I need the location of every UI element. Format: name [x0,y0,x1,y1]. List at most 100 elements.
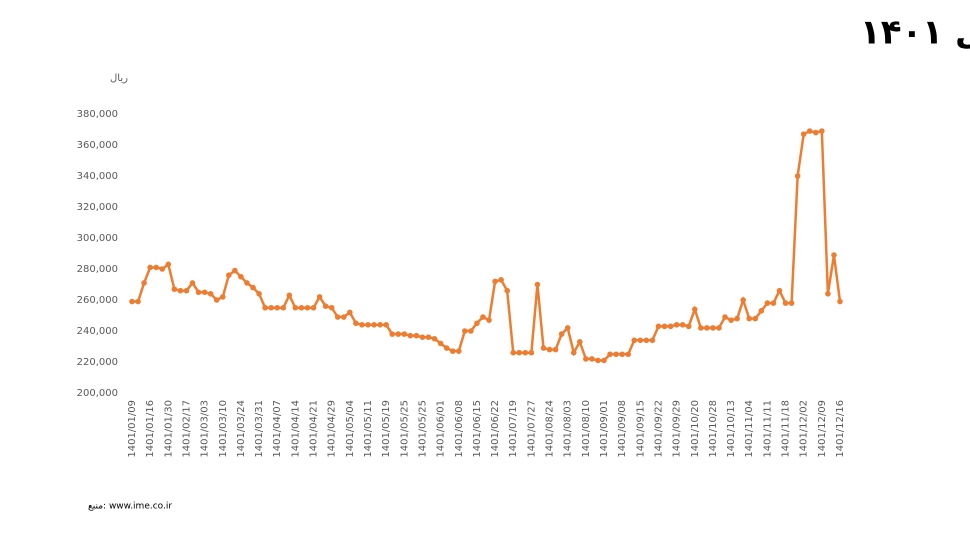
x-tick-label: 1401/09/29 [672,400,683,458]
point [395,331,402,337]
point [425,334,432,341]
point [256,291,262,297]
point [770,300,777,306]
line [132,129,842,362]
point [728,317,734,323]
point [141,280,147,286]
point [607,351,613,358]
x-tick-label: 1401/04/07 [272,400,283,458]
point [601,357,607,364]
point [195,289,202,296]
x-tick-label: 1401/08/24 [545,400,556,458]
point [419,334,426,341]
point [353,320,359,327]
point [377,322,383,328]
point [474,320,480,327]
point [492,278,498,285]
point [183,287,190,294]
y-tick-label: 320,000 [77,202,118,213]
point [316,294,323,300]
point [280,304,287,311]
point [201,289,208,296]
point [546,346,553,353]
point [189,280,196,286]
point [286,292,293,299]
x-tick-label: 1401/05/19 [381,400,392,458]
point [540,345,547,351]
point [667,323,674,330]
point [558,331,565,337]
point [740,297,746,303]
point [480,314,486,320]
point [413,332,420,339]
x-tick-label: 1401/04/21 [309,400,320,458]
y-tick-label: 300,000 [77,233,118,244]
x-tick-label: 1401/11/18 [781,400,792,458]
point [637,337,644,344]
point [704,325,710,331]
x-tick-label: 1401/05/25 [417,400,428,458]
point [655,323,662,330]
point [171,286,178,292]
point [631,337,638,344]
point [812,129,819,136]
point [407,332,414,339]
x-tick-label: 1401/06/01 [436,400,447,458]
point [340,314,347,320]
point [486,317,492,323]
y-tick-label: 360,000 [77,140,118,151]
x-tick-label: 1401/04/14 [290,400,301,458]
point [165,261,172,268]
point [443,345,450,351]
point [153,264,160,271]
point [504,287,510,294]
point [649,337,656,344]
point [679,322,686,328]
x-tick-label: 1401/01/09 [127,400,138,458]
point [710,325,716,331]
x-tick-label: 1401/10/20 [690,400,701,458]
point [147,264,153,271]
point [401,331,408,337]
point [468,328,474,334]
point [310,304,317,311]
point [359,322,365,328]
point [661,323,668,330]
point [837,298,843,305]
y-tick-label: 260,000 [77,295,118,306]
y-tick-label: 200,000 [77,388,118,399]
point [776,287,783,294]
x-tick-label: 1401/09/01 [599,400,610,458]
x-tick-label: 1401/06/15 [472,400,483,458]
point [455,348,462,354]
x-tick-label: 1401/01/16 [145,400,156,458]
point [806,128,813,134]
point [383,322,389,328]
point [516,349,523,356]
point [643,337,650,344]
point [135,298,141,305]
x-tick-label: 1401/08/03 [563,400,574,458]
point [207,291,214,297]
point [589,356,595,362]
point [625,351,632,358]
point [226,272,232,279]
point [564,325,571,331]
x-tick-label: 1401/03/24 [236,400,247,458]
point [232,267,238,274]
x-tick-label: 1401/12/09 [817,400,828,458]
point [510,349,517,356]
point [522,349,529,356]
point [788,300,795,306]
x-tick-label: 1401/01/30 [163,400,174,458]
point [613,351,619,358]
x-tick-label: 1401/05/11 [363,400,374,458]
point [389,331,396,337]
point [583,356,589,362]
point [752,315,759,322]
point [328,304,335,311]
point [177,287,184,294]
point [691,306,698,313]
